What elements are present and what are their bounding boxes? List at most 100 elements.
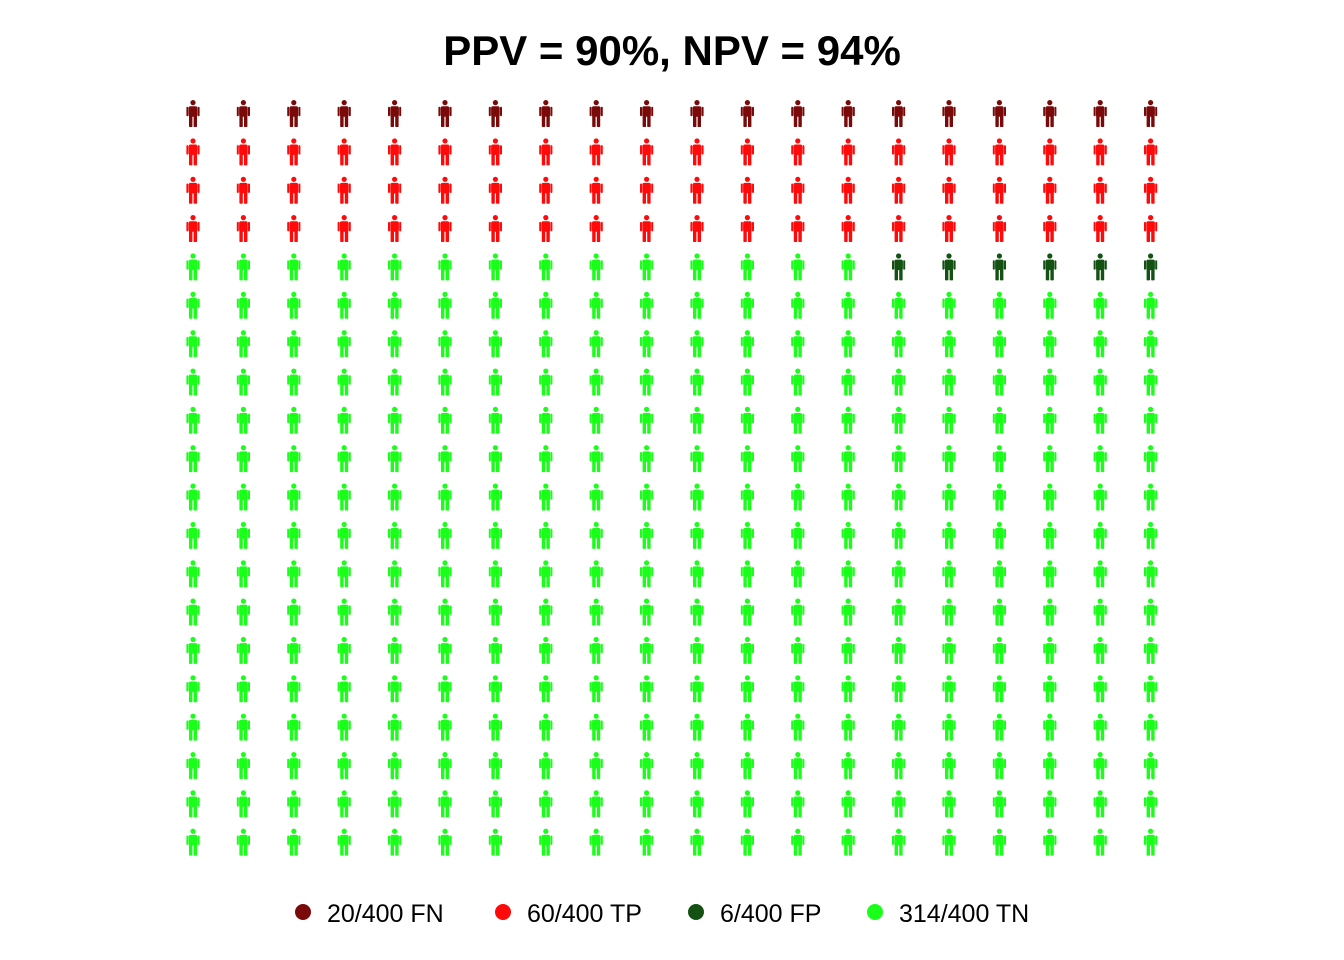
person-icon — [488, 751, 502, 779]
person-icon — [388, 176, 402, 204]
person-icon — [186, 445, 200, 473]
person-icon — [1144, 828, 1158, 856]
person-icon — [589, 636, 603, 664]
person-icon — [1043, 406, 1057, 434]
person-icon — [488, 176, 502, 204]
person-icon — [791, 483, 805, 511]
person-icon — [690, 483, 704, 511]
legend-label: 60/400 TP — [527, 900, 642, 928]
person-icon — [942, 675, 956, 703]
person-icon — [892, 828, 906, 856]
person-icon — [589, 176, 603, 204]
person-icon — [388, 445, 402, 473]
person-icon — [539, 521, 553, 549]
person-icon — [438, 598, 452, 626]
person-icon — [892, 445, 906, 473]
person-icon — [337, 176, 351, 204]
person-icon — [740, 521, 754, 549]
person-icon — [791, 675, 805, 703]
person-icon — [488, 790, 502, 818]
person-icon — [1093, 790, 1107, 818]
person-icon — [589, 291, 603, 319]
person-icon — [992, 636, 1006, 664]
person-icon — [942, 445, 956, 473]
person-icon — [287, 291, 301, 319]
person-icon — [236, 790, 250, 818]
person-icon — [186, 291, 200, 319]
person-icon — [1144, 176, 1158, 204]
person-icon — [942, 598, 956, 626]
person-icon — [640, 176, 654, 204]
person-icon — [892, 598, 906, 626]
person-icon — [589, 560, 603, 588]
person-icon — [992, 368, 1006, 396]
person-icon — [942, 330, 956, 358]
person-icon — [186, 560, 200, 588]
person-icon — [438, 291, 452, 319]
person-icon — [690, 598, 704, 626]
person-icon — [892, 521, 906, 549]
person-icon — [992, 521, 1006, 549]
person-icon — [740, 483, 754, 511]
person-icon — [841, 176, 855, 204]
person-icon — [690, 521, 704, 549]
person-icon — [942, 291, 956, 319]
person-icon — [791, 751, 805, 779]
person-icon — [287, 100, 301, 127]
person-icon — [539, 138, 553, 166]
person-icon — [438, 215, 452, 243]
person-icon — [236, 330, 250, 358]
person-icon — [841, 521, 855, 549]
person-icon — [287, 215, 301, 243]
person-icon — [640, 521, 654, 549]
person-icon — [640, 138, 654, 166]
person-icon — [388, 406, 402, 434]
person-icon — [791, 828, 805, 856]
person-icon — [1043, 330, 1057, 358]
person-icon — [539, 598, 553, 626]
person-icon — [488, 598, 502, 626]
person-icon — [892, 368, 906, 396]
person-icon — [992, 138, 1006, 166]
person-icon — [1093, 176, 1107, 204]
person-icon — [287, 598, 301, 626]
person-icon — [388, 138, 402, 166]
person-icon — [337, 828, 351, 856]
person-icon — [690, 445, 704, 473]
person-icon — [236, 598, 250, 626]
person-icon — [640, 483, 654, 511]
person-icon — [337, 406, 351, 434]
person-icon — [539, 100, 553, 127]
person-icon — [791, 138, 805, 166]
person-icon — [690, 751, 704, 779]
person-icon — [1043, 176, 1057, 204]
person-icon — [640, 790, 654, 818]
person-icon — [488, 560, 502, 588]
person-icon — [287, 368, 301, 396]
person-icon — [438, 560, 452, 588]
person-icon — [690, 713, 704, 741]
person-icon — [337, 598, 351, 626]
person-icon — [1043, 215, 1057, 243]
person-icon — [640, 598, 654, 626]
person-icon — [236, 100, 250, 127]
person-icon — [438, 790, 452, 818]
person-icon — [539, 445, 553, 473]
person-icon-grid — [186, 100, 1158, 856]
person-icon — [740, 100, 754, 127]
person-icon — [1144, 790, 1158, 818]
person-icon — [791, 521, 805, 549]
person-icon — [892, 675, 906, 703]
person-icon — [992, 560, 1006, 588]
person-icon — [892, 176, 906, 204]
person-icon — [438, 713, 452, 741]
person-icon — [438, 675, 452, 703]
person-icon — [791, 215, 805, 243]
person-icon — [287, 483, 301, 511]
person-icon — [337, 751, 351, 779]
person-icon — [589, 406, 603, 434]
person-icon — [287, 330, 301, 358]
person-icon — [1144, 330, 1158, 358]
person-icon — [589, 100, 603, 127]
